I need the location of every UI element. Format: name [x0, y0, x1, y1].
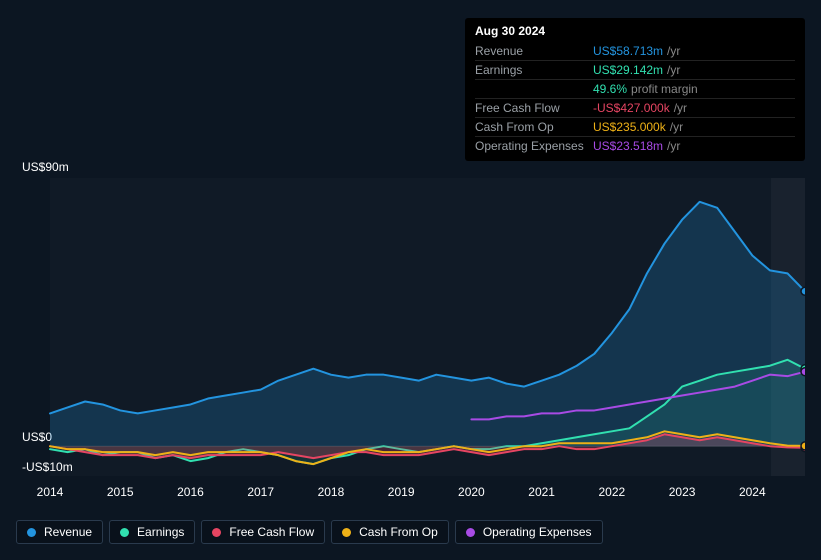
legend: Revenue Earnings Free Cash Flow Cash From O…	[16, 520, 603, 544]
tooltip-label: Cash From Op	[475, 120, 593, 134]
x-tick-label: 2015	[107, 485, 134, 499]
legend-item-earnings[interactable]: Earnings	[109, 520, 195, 544]
x-tick-label: 2023	[669, 485, 696, 499]
x-tick-label: 2020	[458, 485, 485, 499]
x-axis: 2014 2015 2016 2017 2018 2019 2020 2021 2022 2023…	[16, 485, 805, 499]
tooltip-row: 49.6% profit margin	[475, 80, 795, 99]
tooltip-value: US$29.142m	[593, 63, 663, 77]
tooltip-value: US$235.000k	[593, 120, 666, 134]
tooltip-suffix: /yr	[667, 139, 680, 153]
hover-tooltip: Aug 30 2024 RevenueUS$58.713m/yrEarnings…	[465, 18, 805, 161]
tooltip-label: Revenue	[475, 44, 593, 58]
tooltip-row: EarningsUS$29.142m/yr	[475, 61, 795, 80]
tooltip-suffix: /yr	[667, 44, 680, 58]
legend-item-free-cash-flow[interactable]: Free Cash Flow	[201, 520, 325, 544]
tooltip-row: RevenueUS$58.713m/yr	[475, 42, 795, 61]
legend-label: Earnings	[137, 525, 184, 539]
legend-marker	[212, 528, 221, 537]
tooltip-suffix: profit margin	[631, 82, 698, 96]
x-tick-label: 2016	[177, 485, 204, 499]
x-tick-label: 2022	[599, 485, 626, 499]
legend-marker	[342, 528, 351, 537]
tooltip-label: Earnings	[475, 63, 593, 77]
x-tick-label: 2024	[739, 485, 766, 499]
legend-item-cash-from-op[interactable]: Cash From Op	[331, 520, 449, 544]
legend-item-revenue[interactable]: Revenue	[16, 520, 103, 544]
tooltip-value: US$58.713m	[593, 44, 663, 58]
tooltip-value: US$23.518m	[593, 139, 663, 153]
x-tick-label: 2018	[318, 485, 345, 499]
tooltip-date: Aug 30 2024	[475, 24, 795, 38]
tooltip-suffix: /yr	[667, 63, 680, 77]
legend-label: Operating Expenses	[483, 525, 592, 539]
chart[interactable]	[16, 178, 805, 476]
tooltip-suffix: /yr	[670, 120, 683, 134]
tooltip-row: Operating ExpensesUS$23.518m/yr	[475, 137, 795, 155]
x-tick-label: 2019	[388, 485, 415, 499]
tooltip-suffix: /yr	[674, 101, 687, 115]
tooltip-row: Cash From OpUS$235.000k/yr	[475, 118, 795, 137]
x-tick-label: 2021	[528, 485, 555, 499]
legend-marker	[466, 528, 475, 537]
legend-marker	[27, 528, 36, 537]
tooltip-value: -US$427.000k	[593, 101, 670, 115]
legend-label: Free Cash Flow	[229, 525, 314, 539]
x-tick-label: 2017	[247, 485, 274, 499]
chart-svg	[16, 178, 805, 476]
legend-item-operating-expenses[interactable]: Operating Expenses	[455, 520, 603, 544]
x-tick-label: 2014	[37, 485, 64, 499]
tooltip-label: Free Cash Flow	[475, 101, 593, 115]
legend-label: Cash From Op	[359, 525, 438, 539]
tooltip-row: Free Cash Flow-US$427.000k/yr	[475, 99, 795, 118]
legend-marker	[120, 528, 129, 537]
tooltip-value: 49.6%	[593, 82, 627, 96]
y-tick-label: US$90m	[22, 160, 69, 174]
tooltip-label: Operating Expenses	[475, 139, 593, 153]
legend-label: Revenue	[44, 525, 92, 539]
